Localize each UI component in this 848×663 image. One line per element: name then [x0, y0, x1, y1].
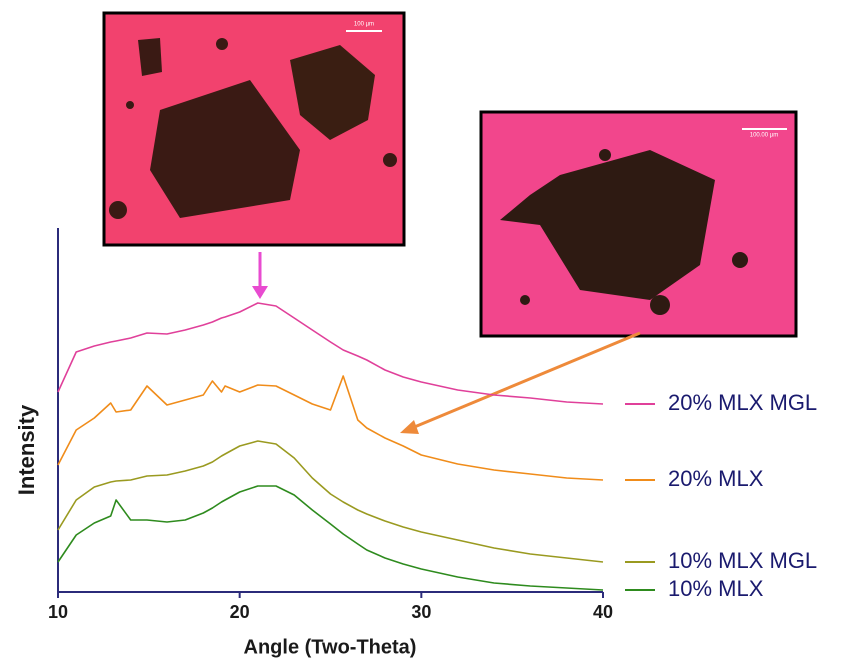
x-tick-label: 30: [411, 602, 431, 622]
scale-label: 100.00 µm: [750, 133, 778, 139]
x-tick-label: 20: [230, 602, 250, 622]
x-tick-label: 40: [593, 602, 613, 622]
y-axis-label: Intensity: [14, 404, 39, 495]
micrograph: 100 µm: [104, 13, 404, 245]
series-line: [58, 441, 603, 562]
legend-label: 10% MLX: [668, 576, 764, 601]
x-tick-label: 10: [48, 602, 68, 622]
legend-label: 10% MLX MGL: [668, 548, 817, 573]
page: 100 µm 100.00 µm Angle (Two-Theta) Inten…: [0, 0, 848, 663]
legend-label: 20% MLX MGL: [668, 390, 817, 415]
arrow: [400, 333, 640, 434]
chart: 100 µm 100.00 µm Angle (Two-Theta) Inten…: [0, 0, 848, 663]
x-axis-label: Angle (Two-Theta): [244, 636, 417, 658]
series-line: [58, 486, 603, 590]
arrow: [252, 252, 268, 299]
micrograph: 100.00 µm: [481, 112, 796, 336]
scale-label: 100 µm: [354, 22, 374, 28]
legend-label: 20% MLX: [668, 466, 764, 491]
series-line: [58, 376, 603, 480]
